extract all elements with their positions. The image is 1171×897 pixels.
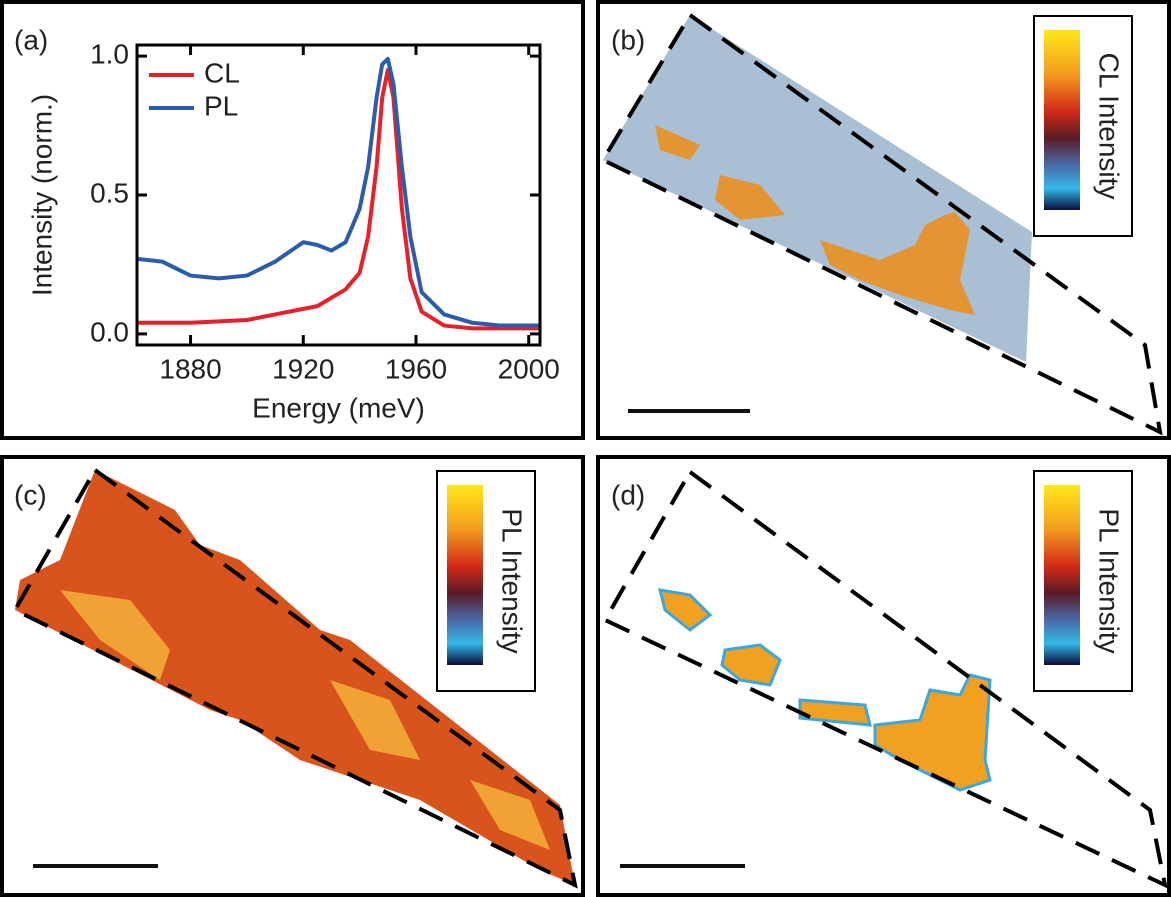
flake-outline [12,467,578,889]
colorbar [1044,30,1080,210]
colorbar-label: PL Intensity [1094,508,1125,653]
y-tick-label: 0.5 [90,177,129,208]
plot-frame [135,43,542,347]
flake-outline [600,12,1163,436]
legend-label: PL [204,90,238,121]
line-series [136,56,540,328]
legend-label: CL [204,57,240,88]
panel-frame [0,0,585,440]
panel-label: (a) [14,24,48,55]
colorbar [447,485,483,665]
y-axis-label: Intensity (norm.) [26,94,57,296]
colorbar-label: CL Intensity [1094,53,1125,200]
cl-map-bright [655,125,975,315]
y-tick-label: 0.0 [90,316,129,347]
colorbar-label: PL Intensity [497,508,528,653]
x-tick-label: 2000 [498,353,560,384]
x-tick-label: 1920 [272,353,334,384]
panel-label: (c) [14,479,47,510]
y-tick-label: 1.0 [90,39,129,70]
colorbar [1044,485,1080,665]
x-tick-label: 1960 [385,353,447,384]
x-tick-label: 1880 [159,353,221,384]
panel-label: (d) [611,479,645,510]
panel-frame [0,455,585,897]
panel-frame [596,455,1171,897]
line-series [137,68,540,331]
pl-map [15,470,575,885]
pl-map-bright [60,590,550,850]
flake-outline [602,469,1168,889]
panel-label: (b) [611,24,645,55]
panel-frame [596,0,1171,440]
pl-map-bright [657,588,992,792]
x-axis-label: Energy (meV) [252,392,425,423]
